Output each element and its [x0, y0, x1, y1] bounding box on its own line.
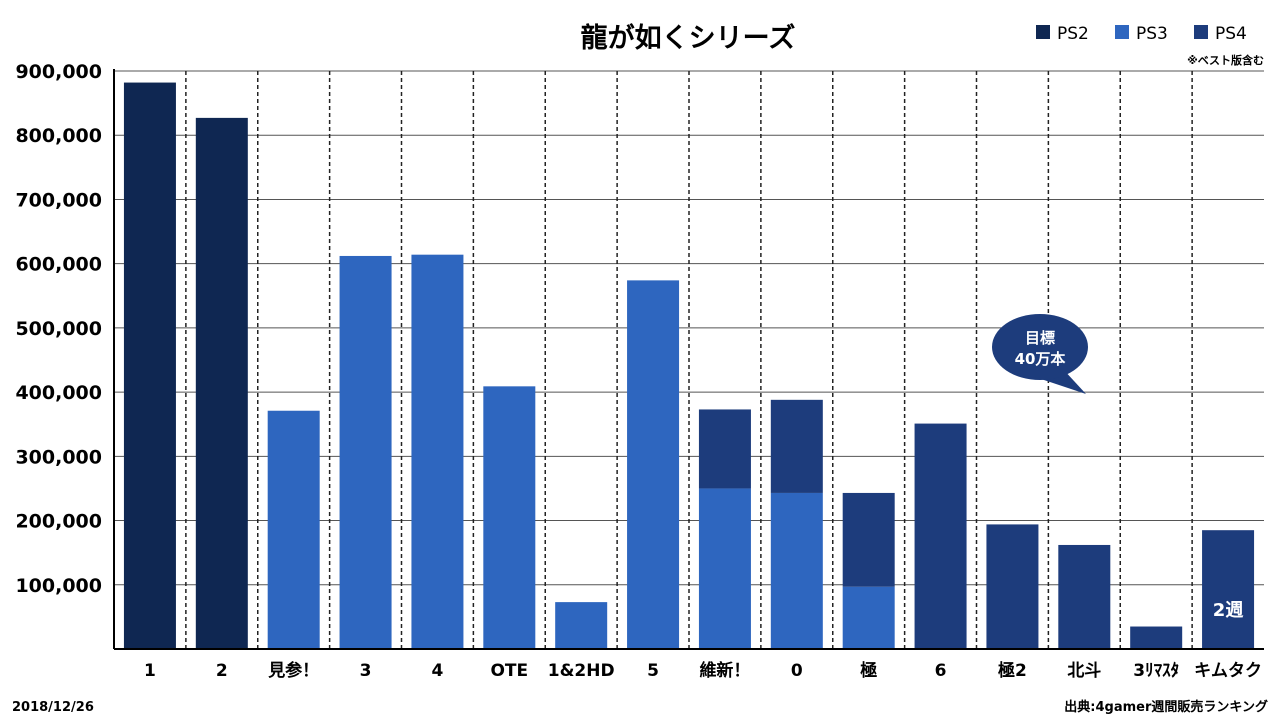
y-tick-label: 200,000 [15, 511, 102, 533]
footer-source: 出典:4gamer週間販売ランキング [1064, 699, 1268, 715]
x-tick-label: 2 [216, 661, 228, 681]
legend-note: ※ベスト版含む [1187, 53, 1264, 67]
x-tick-label: 極 [860, 660, 877, 681]
bar-ps3-8 [698, 488, 751, 649]
grid [114, 70, 1264, 649]
x-tick-label: 1&2HD [548, 661, 615, 681]
y-tick-label: 500,000 [15, 318, 102, 340]
bar-ps4-12 [986, 524, 1039, 649]
y-tick-label: 600,000 [15, 254, 102, 276]
bar-ps4-9 [770, 399, 823, 493]
legend-label-ps2: PS2 [1057, 24, 1089, 44]
x-tick-label: 3ﾘﾏｽﾀ [1133, 661, 1179, 681]
bar-ps3-2 [267, 410, 320, 649]
x-tick-label: 北斗 [1067, 661, 1101, 681]
x-tick-label: 6 [935, 661, 947, 681]
bar-annotation-label: 2週 [1213, 600, 1244, 621]
legend-label-ps3: PS3 [1136, 24, 1168, 44]
legend-swatch-ps4 [1194, 25, 1208, 39]
bar-ps4-15 [1202, 530, 1255, 649]
x-tick-label: 4 [432, 661, 444, 681]
y-tick-label: 400,000 [15, 382, 102, 404]
bar-ps3-4 [411, 254, 464, 650]
bar-ps3-3 [339, 255, 392, 649]
footer-date: 2018/12/26 [12, 700, 94, 715]
y-tick-label: 900,000 [15, 61, 102, 83]
x-tick-label: 0 [791, 661, 803, 681]
legend-swatch-ps2 [1036, 25, 1050, 39]
bar-ps2-0 [123, 82, 176, 649]
annotations: 目標 40万本 2週 [992, 314, 1243, 621]
y-tick-label: 300,000 [15, 446, 102, 468]
bar-ps3-5 [483, 386, 536, 649]
axes [113, 69, 1264, 650]
y-tick-label: 800,000 [15, 125, 102, 147]
bar-ps4-14 [1130, 626, 1183, 649]
bar-ps2-1 [195, 117, 248, 650]
callout-bubble [992, 314, 1088, 380]
x-tick-label: キムタク [1194, 661, 1262, 681]
chart-title: 龍が如くシリーズ [581, 22, 796, 54]
x-tick-label: 1 [144, 661, 156, 681]
x-tick-label: OTE [490, 661, 528, 681]
y-axis: 100,000 200,000 300,000 400,000 500,000 600,0… [15, 61, 102, 597]
bars [123, 82, 1255, 650]
x-tick-label: 維新！ [699, 660, 750, 681]
bar-ps4-13 [1058, 544, 1111, 649]
x-tick-label: 極2 [998, 660, 1027, 681]
bar-ps3-6 [555, 602, 608, 649]
bar-ps4-10 [842, 492, 895, 587]
x-axis: 1 2 見参！ 3 4 OTE 1&2HD 5 維新！ 0 極 6 極2 北斗 3ﾘﾏｽﾀ キムタク [144, 660, 1262, 681]
x-tick-label: 3 [360, 661, 372, 681]
y-tick-label: 700,000 [15, 189, 102, 211]
bar-ps3-7 [627, 280, 680, 649]
y-tick-label: 100,000 [15, 575, 102, 597]
callout-text-line: 40万本 [1015, 350, 1066, 368]
bar-ps3-10 [842, 586, 895, 649]
legend-label-ps4: PS4 [1215, 24, 1247, 44]
legend: PS2 PS3 PS4 [1036, 24, 1247, 44]
x-tick-label: 5 [647, 661, 659, 681]
bar-ps4-11 [914, 423, 967, 649]
x-tick-label: 見参！ [267, 660, 319, 681]
legend-swatch-ps3 [1115, 25, 1129, 39]
bar-ps3-9 [770, 492, 823, 649]
callout-text-line: 目標 [1025, 329, 1055, 347]
bar-ps4-8 [698, 409, 751, 489]
